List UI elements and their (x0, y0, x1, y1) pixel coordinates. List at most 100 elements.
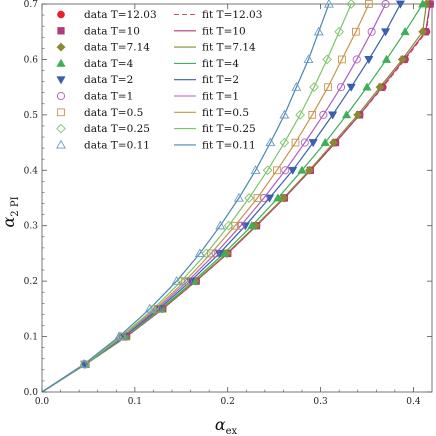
data-point (279, 109, 290, 119)
data-point (319, 110, 328, 119)
fit-line-8 (41, 3, 352, 393)
data-point (201, 248, 212, 259)
legend-marker (56, 76, 66, 85)
legend-fit-label: fit T=0.11 (202, 139, 256, 151)
data-point (259, 193, 268, 203)
data-point (320, 137, 330, 146)
data-point (380, 28, 391, 37)
data-point (365, 0, 373, 8)
x-tick-label: 0.3 (313, 397, 328, 407)
data-point (279, 137, 290, 148)
fit-line-9 (41, 3, 330, 393)
y-tick-label: 0.1 (24, 333, 38, 343)
legend-fit-label: fit T=7.14 (202, 42, 256, 54)
axes: 0.0 0.1 0.2 0.3 0.4 0.0 0.1 0.2 0.3 0.4 0.5 0.6 0.7 (24, 0, 432, 407)
data-point (240, 222, 250, 231)
fit-line-6 (41, 3, 387, 393)
data-point (338, 55, 346, 64)
y-tick-label: 0.5 (24, 111, 39, 121)
fit-line-7 (41, 3, 370, 393)
data-point (346, 83, 356, 92)
legend-fit-label: fit T=1 (202, 91, 239, 103)
data-point (273, 166, 281, 175)
data-point (116, 331, 126, 342)
data-point (341, 110, 352, 119)
data-point (418, 27, 428, 37)
legend-marker (57, 108, 65, 117)
legend-fit-label: fit T=4 (202, 58, 239, 70)
data-point (233, 192, 244, 202)
data-point (231, 221, 239, 230)
y-tick-label: 0.7 (24, 0, 39, 10)
legend-data-label: data T=10 (84, 25, 140, 37)
data-point (300, 138, 309, 147)
data-point (418, 0, 428, 8)
x-tick-label: 0.4 (406, 397, 421, 407)
data-point (313, 26, 324, 36)
data-point (295, 110, 305, 120)
data-point (297, 165, 307, 174)
data-point (114, 331, 125, 341)
legend-data-label: data T=0.11 (84, 139, 150, 151)
data-point (211, 249, 220, 258)
data-point (207, 249, 215, 258)
data-point (148, 304, 159, 314)
data-point (303, 54, 314, 64)
legend-fit-label: fit T=0.5 (202, 107, 249, 119)
data-point (375, 82, 385, 92)
data-point (281, 166, 290, 175)
legend-fit-label: fit T=12.03 (202, 9, 262, 21)
data-point (78, 359, 89, 368)
legend-data-label: data T=7.14 (84, 42, 150, 54)
data-point (291, 138, 300, 147)
data-point (381, 54, 392, 63)
data-point (322, 54, 332, 65)
x-axis-label: αex (215, 415, 238, 436)
data-point (262, 165, 273, 176)
data-point (353, 110, 363, 120)
legend-data-label: data T=0.5 (84, 107, 143, 119)
y-axis-label: α2 PI (0, 196, 21, 227)
legend-marker (56, 58, 66, 67)
y-tick-label: 0.0 (24, 388, 39, 398)
data-point (215, 220, 226, 230)
legend-fit-label: fit T=0.25 (202, 123, 256, 135)
data-point (367, 27, 376, 36)
legend-marker (56, 139, 66, 149)
y-tick-label: 0.4 (24, 166, 39, 176)
x-tick-label: 0.0 (35, 397, 50, 407)
data-point (334, 26, 344, 37)
data-point (273, 193, 283, 202)
data-point (346, 0, 357, 9)
data-point (329, 138, 339, 148)
data-point (144, 303, 155, 313)
legend-marker (56, 42, 66, 52)
data-point (323, 0, 334, 8)
data-markers (78, 0, 434, 370)
data-point (265, 137, 276, 147)
legend-data-label: data T=4 (84, 58, 134, 70)
data-point (397, 54, 407, 64)
legend: data T=12.03 fit T=12.03 data T=10 fit T=10… (56, 9, 262, 151)
plot-border (41, 3, 433, 393)
data-point (250, 165, 261, 174)
legend-data-label: data T=12.03 (84, 9, 157, 21)
data-point (223, 220, 234, 231)
data-point (336, 83, 346, 92)
data-point (304, 165, 314, 175)
data-point (247, 221, 257, 230)
data-point (171, 276, 182, 285)
data-point (236, 221, 245, 230)
data-point (362, 82, 372, 91)
data-point (381, 0, 390, 9)
x-tick-label: 0.2 (221, 397, 235, 407)
data-point (352, 55, 361, 64)
legend-data-label: data T=2 (84, 74, 133, 86)
legend-marker (56, 91, 66, 101)
data-point (194, 248, 205, 258)
legend-data-label: data T=1 (84, 91, 133, 103)
x-tick-label: 0.1 (128, 397, 142, 407)
legend-marker (57, 27, 65, 35)
y-tick-label: 0.6 (24, 55, 39, 65)
